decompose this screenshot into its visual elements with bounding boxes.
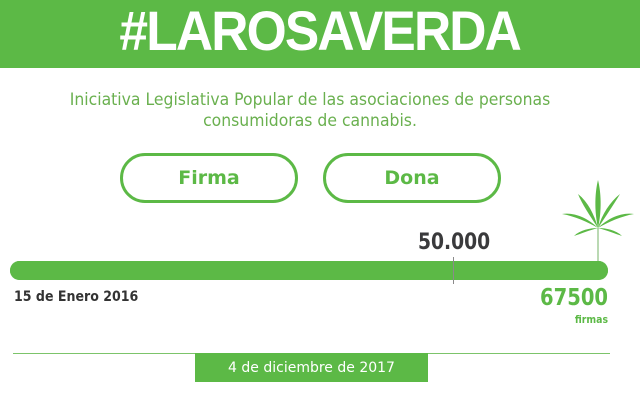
goal-label: 50.000: [418, 230, 491, 255]
cannabis-leaf-icon: [562, 180, 634, 264]
goal-marker: [452, 257, 454, 284]
donate-button[interactable]: Dona: [323, 153, 501, 203]
current-date-badge: 4 de diciembre de 2017: [195, 353, 428, 382]
subtitle-line-2: consumidoras de cannabis.: [203, 111, 417, 131]
progress-fill: [10, 261, 608, 280]
sign-button[interactable]: Firma: [120, 153, 298, 203]
page-title: #LAROSAVERDA: [119, 0, 522, 62]
signature-unit: firmas: [574, 313, 608, 326]
subtitle-line-1: Iniciativa Legislativa Popular de las as…: [69, 90, 551, 110]
subtitle: Iniciativa Legislativa Popular de las as…: [25, 90, 595, 132]
header-banner: #LAROSAVERDA: [0, 0, 640, 68]
start-date: 15 de Enero 2016: [14, 289, 139, 305]
progress-bar: [10, 261, 608, 280]
signature-count: 67500: [539, 285, 608, 311]
